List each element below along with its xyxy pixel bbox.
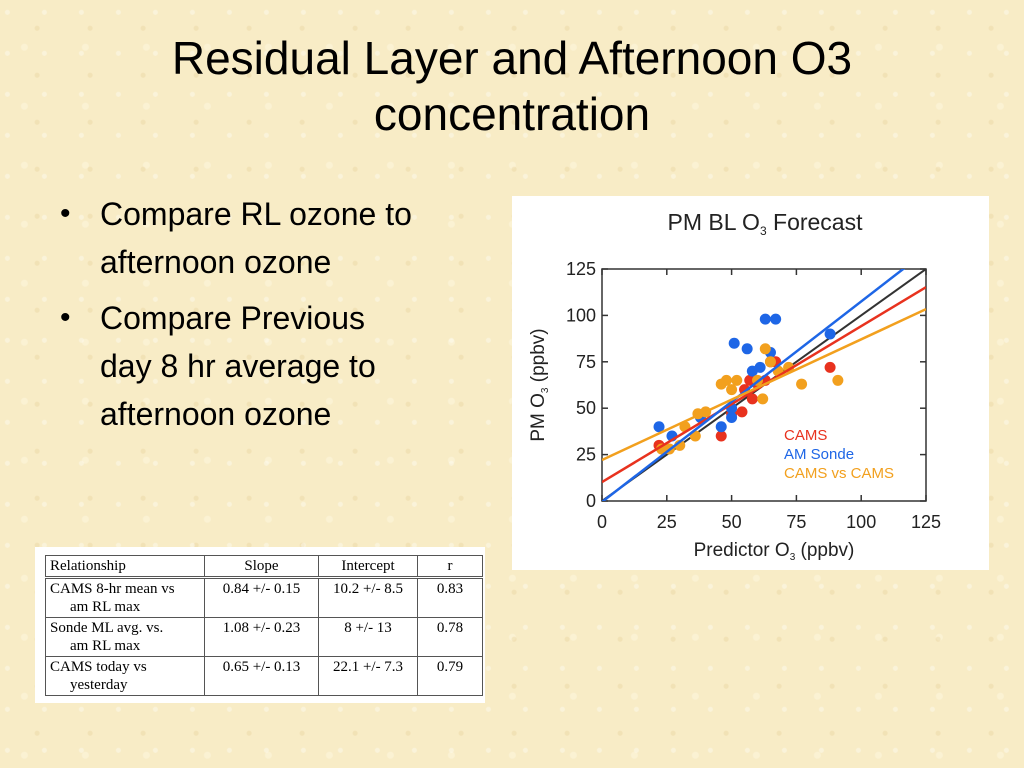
- x-tick-label: 100: [846, 512, 876, 532]
- slope-cell: 1.08 +/- 0.23: [204, 617, 319, 657]
- data-point: [656, 443, 668, 455]
- data-point: [754, 361, 766, 373]
- data-point: [728, 337, 740, 349]
- chart-title-sub: 3: [760, 224, 767, 238]
- scatter-chart-panel: PM BL O3 Forecast 0 25 50 75 100 125 0 25 50 75 100…: [512, 196, 989, 570]
- data-point: [764, 356, 776, 368]
- axis-label-part: Predictor O: [694, 540, 790, 561]
- r-cell: 0.78: [417, 617, 483, 657]
- bullet-item: • Compare Previous day 8 hr average to a…: [58, 294, 498, 438]
- chart-title-part: Forecast: [767, 209, 863, 235]
- bullet-dot-icon: •: [60, 197, 71, 230]
- bullet-item: • Compare RL ozone to afternoon ozone: [58, 190, 498, 286]
- table-row: CAMS 8-hr mean vs am RL max 0.84 +/- 0.1…: [45, 577, 483, 618]
- r-cell: 0.79: [417, 656, 483, 696]
- x-tick-label: 25: [657, 512, 677, 532]
- intercept-cell: 22.1 +/- 7.3: [318, 656, 418, 696]
- data-point: [715, 421, 727, 433]
- data-point: [759, 343, 771, 355]
- intercept-cell: 10.2 +/- 8.5: [318, 577, 418, 618]
- regression-table-panel: Relationship Slope Intercept r CAMS 8-hr…: [35, 547, 485, 703]
- bullet-list: • Compare RL ozone to afternoon ozone • …: [58, 190, 498, 446]
- axis-label-sub: 3: [790, 552, 796, 563]
- relationship-line2: am RL max: [70, 638, 141, 654]
- slide-title-line2: concentration: [373, 88, 651, 140]
- relationship-line2: am RL max: [70, 599, 141, 615]
- data-point: [731, 374, 743, 386]
- relationship-line1: CAMS today vs: [50, 659, 147, 675]
- data-point: [726, 384, 738, 396]
- relationship-line2: yesterday: [70, 677, 128, 693]
- column-header-slope: Slope: [204, 555, 319, 579]
- legend-label: AM Sonde: [784, 446, 854, 463]
- relationship-cell: CAMS 8-hr mean vs am RL max: [45, 577, 205, 618]
- data-point: [832, 374, 844, 386]
- y-tick-label: 25: [576, 445, 596, 465]
- bullet-text-line: Compare Previous: [100, 300, 365, 336]
- table-header-row: Relationship Slope Intercept r: [45, 555, 483, 579]
- data-point: [720, 374, 732, 386]
- data-point: [757, 393, 769, 405]
- data-point: [770, 313, 782, 325]
- x-tick-label: 75: [786, 512, 806, 532]
- relationship-line1: CAMS 8-hr mean vs: [50, 581, 175, 597]
- slide-title-line1: Residual Layer and Afternoon O3: [171, 32, 853, 84]
- data-point: [824, 328, 836, 340]
- y-tick-label: 75: [576, 352, 596, 372]
- legend-label: CAMS: [784, 427, 827, 444]
- axis-label-sub: 3: [540, 387, 551, 393]
- table-row: CAMS today vs yesterday 0.65 +/- 0.13 22…: [45, 656, 483, 696]
- y-tick-label: 50: [576, 398, 596, 418]
- slide-title: Residual Layer and Afternoon O3 concentr…: [0, 30, 1024, 142]
- slope-cell: 0.84 +/- 0.15: [204, 577, 319, 618]
- column-header-intercept: Intercept: [318, 555, 418, 579]
- bullet-text-line: afternoon ozone: [100, 244, 332, 280]
- regression-table: Relationship Slope Intercept r CAMS 8-hr…: [45, 555, 483, 696]
- y-tick-label: 0: [586, 491, 596, 511]
- bullet-text-line: afternoon ozone: [100, 396, 332, 432]
- x-tick-label: 50: [722, 512, 742, 532]
- y-axis-label: PM O3 (ppbv): [528, 328, 551, 441]
- y-tick-label: 100: [566, 305, 596, 325]
- data-point: [653, 421, 665, 433]
- r-cell: 0.83: [417, 577, 483, 618]
- plot-frame: [601, 268, 927, 502]
- x-tick-label: 125: [911, 512, 941, 532]
- data-point: [796, 378, 808, 390]
- chart-title: PM BL O3 Forecast: [667, 209, 863, 238]
- axis-label-part: PM O: [528, 393, 549, 442]
- data-point: [824, 361, 836, 373]
- relationship-cell: CAMS today vs yesterday: [45, 656, 205, 696]
- data-point: [759, 313, 771, 325]
- bullet-text-line: Compare RL ozone to: [100, 196, 412, 232]
- bullet-text-line: day 8 hr average to: [100, 348, 376, 384]
- relationship-line1: Sonde ML avg. vs.: [50, 620, 164, 636]
- column-header-r: r: [417, 555, 483, 579]
- x-tick-label: 0: [597, 512, 607, 532]
- fit-line: [602, 308, 926, 462]
- x-axis-label: Predictor O3 (ppbv): [694, 540, 855, 563]
- data-point: [746, 393, 758, 405]
- axis-label-part: (ppbv): [528, 328, 549, 387]
- data-point: [736, 406, 748, 418]
- column-header-relationship: Relationship: [45, 555, 205, 579]
- table-row: Sonde ML avg. vs. am RL max 1.08 +/- 0.2…: [45, 617, 483, 657]
- legend-label: CAMS vs CAMS: [784, 465, 894, 482]
- relationship-cell: Sonde ML avg. vs. am RL max: [45, 617, 205, 657]
- data-point: [741, 343, 753, 355]
- fit-line: [602, 269, 906, 501]
- slope-cell: 0.65 +/- 0.13: [204, 656, 319, 696]
- y-tick-label: 125: [566, 259, 596, 279]
- chart-title-part: PM BL O: [667, 209, 759, 235]
- axis-label-part: (ppbv): [795, 540, 854, 561]
- intercept-cell: 8 +/- 13: [318, 617, 418, 657]
- data-point: [726, 411, 738, 423]
- bullet-dot-icon: •: [60, 301, 71, 334]
- data-point: [715, 430, 727, 442]
